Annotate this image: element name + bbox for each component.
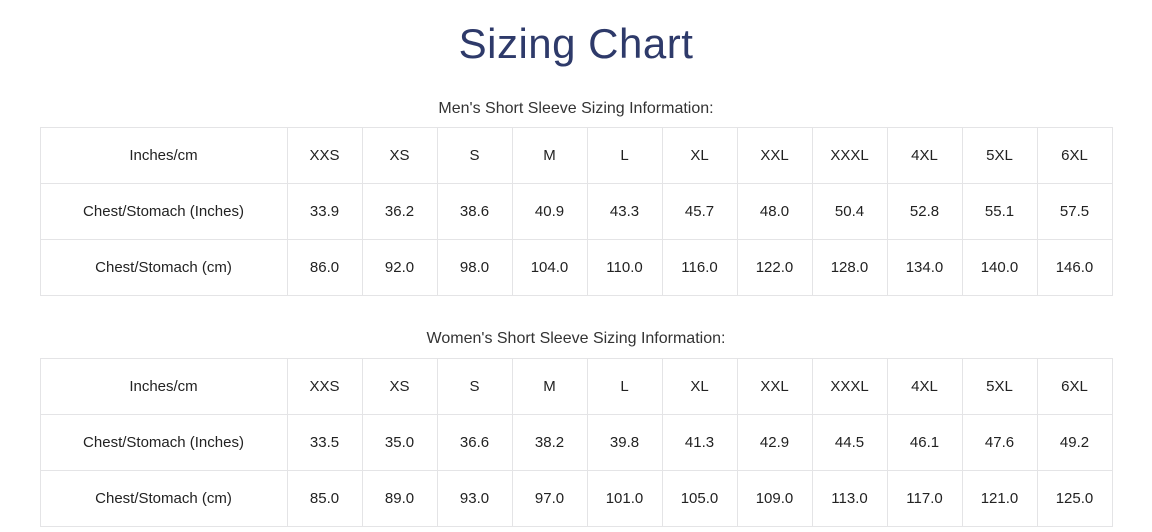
size-value-cell: 93.0 — [436, 469, 513, 527]
size-value-cell: 121.0 — [961, 469, 1038, 527]
size-column-header: XS — [361, 127, 438, 185]
size-column-header: 5XL — [961, 357, 1038, 415]
size-column-header: XXS — [286, 357, 363, 415]
size-column-header: L — [586, 127, 663, 185]
size-value-cell: 33.5 — [286, 413, 363, 471]
row-label: Chest/Stomach (cm) — [39, 469, 288, 527]
size-value-cell: 36.2 — [361, 183, 438, 241]
size-value-cell: 146.0 — [1036, 239, 1113, 297]
size-column-header: 4XL — [886, 127, 963, 185]
size-value-cell: 50.4 — [811, 183, 888, 241]
measurement-row: Chest/Stomach (cm) 86.0 92.0 98.0 104.0 110.0… — [39, 239, 1113, 297]
units-column-header: Inches/cm — [39, 127, 288, 185]
size-value-cell: 52.8 — [886, 183, 963, 241]
size-value-cell: 38.2 — [511, 413, 588, 471]
size-column-header: S — [436, 127, 513, 185]
size-column-header: XXS — [286, 127, 363, 185]
size-column-header: L — [586, 357, 663, 415]
size-column-header: XS — [361, 357, 438, 415]
size-value-cell: 140.0 — [961, 239, 1038, 297]
size-value-cell: 42.9 — [736, 413, 813, 471]
womens-sizing-table: Inches/cm XXS XS S M L XL XXL XXXL 4XL 5XL 6XL Ches… — [39, 357, 1113, 527]
size-value-cell: 101.0 — [586, 469, 663, 527]
womens-sizing-section: Women's Short Sleeve Sizing Information:… — [0, 329, 1152, 527]
size-column-header: M — [511, 127, 588, 185]
size-value-cell: 122.0 — [736, 239, 813, 297]
size-value-cell: 48.0 — [736, 183, 813, 241]
size-column-header: XXL — [736, 127, 813, 185]
header-row: Inches/cm XXS XS S M L XL XXL XXXL 4XL 5XL 6XL — [39, 357, 1113, 415]
size-column-header: XXXL — [811, 127, 888, 185]
size-value-cell: 49.2 — [1036, 413, 1113, 471]
size-value-cell: 128.0 — [811, 239, 888, 297]
size-value-cell: 40.9 — [511, 183, 588, 241]
size-value-cell: 41.3 — [661, 413, 738, 471]
size-value-cell: 45.7 — [661, 183, 738, 241]
measurement-row: Chest/Stomach (Inches) 33.9 36.2 38.6 40.9 43… — [39, 183, 1113, 241]
size-value-cell: 55.1 — [961, 183, 1038, 241]
header-row: Inches/cm XXS XS S M L XL XXL XXXL 4XL 5XL 6XL — [39, 127, 1113, 185]
size-value-cell: 38.6 — [436, 183, 513, 241]
size-value-cell: 110.0 — [586, 239, 663, 297]
size-value-cell: 57.5 — [1036, 183, 1113, 241]
size-value-cell: 43.3 — [586, 183, 663, 241]
size-column-header: 6XL — [1036, 127, 1113, 185]
size-column-header: M — [511, 357, 588, 415]
size-value-cell: 117.0 — [886, 469, 963, 527]
size-value-cell: 35.0 — [361, 413, 438, 471]
size-value-cell: 109.0 — [736, 469, 813, 527]
size-value-cell: 92.0 — [361, 239, 438, 297]
size-value-cell: 44.5 — [811, 413, 888, 471]
measurement-row: Chest/Stomach (Inches) 33.5 35.0 36.6 38.2 39… — [39, 413, 1113, 471]
row-label: Chest/Stomach (Inches) — [39, 183, 288, 241]
size-column-header: XL — [661, 357, 738, 415]
size-value-cell: 36.6 — [436, 413, 513, 471]
size-value-cell: 85.0 — [286, 469, 363, 527]
size-value-cell: 97.0 — [511, 469, 588, 527]
size-column-header: 4XL — [886, 357, 963, 415]
row-label: Chest/Stomach (Inches) — [39, 413, 288, 471]
size-value-cell: 33.9 — [286, 183, 363, 241]
page-title: Sizing Chart — [458, 20, 694, 67]
size-column-header: XL — [661, 127, 738, 185]
mens-sizing-section: Men's Short Sleeve Sizing Information: I… — [0, 99, 1152, 297]
size-value-cell: 47.6 — [961, 413, 1038, 471]
size-value-cell: 104.0 — [511, 239, 588, 297]
size-column-header: S — [436, 357, 513, 415]
size-value-cell: 105.0 — [661, 469, 738, 527]
size-column-header: 6XL — [1036, 357, 1113, 415]
size-column-header: XXXL — [811, 357, 888, 415]
mens-sizing-table: Inches/cm XXS XS S M L XL XXL XXXL 4XL 5XL 6XL Ches… — [39, 127, 1113, 297]
size-value-cell: 39.8 — [586, 413, 663, 471]
units-column-header: Inches/cm — [39, 357, 288, 415]
size-value-cell: 125.0 — [1036, 469, 1113, 527]
row-label: Chest/Stomach (cm) — [39, 239, 288, 297]
size-value-cell: 89.0 — [361, 469, 438, 527]
size-value-cell: 98.0 — [436, 239, 513, 297]
womens-section-heading: Women's Short Sleeve Sizing Information: — [426, 330, 726, 348]
size-value-cell: 113.0 — [811, 469, 888, 527]
size-column-header: 5XL — [961, 127, 1038, 185]
size-column-header: XXL — [736, 357, 813, 415]
size-value-cell: 46.1 — [886, 413, 963, 471]
size-value-cell: 86.0 — [286, 239, 363, 297]
mens-section-heading: Men's Short Sleeve Sizing Information: — [438, 100, 714, 118]
measurement-row: Chest/Stomach (cm) 85.0 89.0 93.0 97.0 101.0 1… — [39, 469, 1113, 527]
size-value-cell: 116.0 — [661, 239, 738, 297]
size-value-cell: 134.0 — [886, 239, 963, 297]
